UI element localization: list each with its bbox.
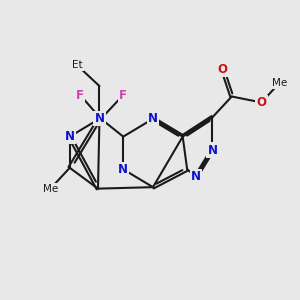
Text: O: O [218,63,228,76]
Text: Me: Me [43,184,58,194]
Text: F: F [119,88,127,101]
Text: N: N [148,112,158,125]
Text: N: N [65,130,75,143]
Text: N: N [207,143,218,157]
Text: N: N [191,170,201,183]
Text: Et: Et [72,60,83,70]
Text: N: N [94,112,104,125]
Text: F: F [76,88,84,101]
Text: Me: Me [272,78,287,88]
Text: N: N [118,163,128,176]
Text: O: O [256,96,266,109]
